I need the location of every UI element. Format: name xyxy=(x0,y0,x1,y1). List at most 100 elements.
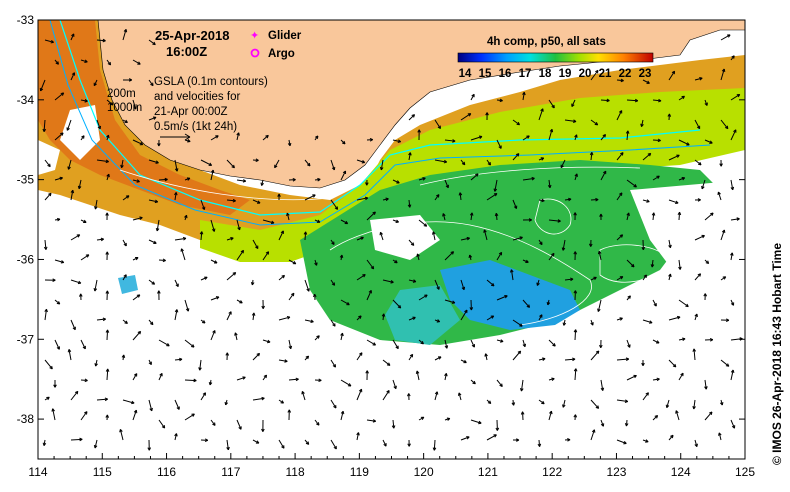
velocity-arrow-head xyxy=(725,318,730,323)
velocity-arrow-head xyxy=(136,179,140,183)
velocity-arrow-head xyxy=(102,317,106,322)
velocity-arrow xyxy=(470,339,475,348)
velocity-arrow xyxy=(486,193,498,201)
velocity-arrow-head xyxy=(412,279,417,283)
velocity-arrow-head xyxy=(174,168,179,172)
velocity-arrow-head xyxy=(677,315,681,320)
velocity-arrow xyxy=(392,379,397,389)
velocity-arrow-head xyxy=(284,359,288,363)
velocity-arrow-head xyxy=(409,353,414,358)
velocity-arrow xyxy=(54,132,64,141)
velocity-arrow xyxy=(382,359,391,366)
velocity-arrow xyxy=(67,159,72,170)
velocity-arrow xyxy=(262,339,271,343)
velocity-arrow-head xyxy=(287,409,292,413)
velocity-arrow-head xyxy=(618,110,623,114)
velocity-arrow xyxy=(236,250,244,261)
velocity-arrow-head xyxy=(240,249,244,254)
velocity-arrow-head xyxy=(94,206,98,210)
velocity-arrow-head xyxy=(93,288,98,292)
velocity-arrow xyxy=(590,429,595,441)
velocity-arrow xyxy=(652,175,660,181)
velocity-arrow xyxy=(408,354,414,361)
velocity-arrow xyxy=(626,375,637,381)
velocity-arrow-head xyxy=(643,274,647,278)
velocity-arrow-head xyxy=(624,399,629,403)
velocity-arrow-head xyxy=(724,125,729,130)
velocity-arrow xyxy=(408,152,411,161)
longitude-axis: 114 115 116 117 118 119 120 121 122 123 124 125 xyxy=(28,453,755,479)
velocity-arrow xyxy=(66,119,72,131)
velocity-arrow-head xyxy=(694,313,698,318)
velocity-arrow-head xyxy=(228,311,232,315)
velocity-arrow-head xyxy=(647,152,652,157)
lon-tick-label: 118 xyxy=(286,465,305,479)
velocity-arrow xyxy=(132,410,137,421)
velocity-arrow xyxy=(470,419,482,424)
velocity-arrow-head xyxy=(274,164,278,169)
velocity-arrow xyxy=(470,173,479,181)
velocity-arrow xyxy=(106,329,109,341)
velocity-arrow xyxy=(512,199,517,209)
velocity-arrow xyxy=(226,159,235,169)
map-time: 16:00Z xyxy=(166,44,207,59)
velocity-arrow-head xyxy=(475,173,479,177)
velocity-arrow-head xyxy=(698,161,702,166)
sst-teal-patch xyxy=(385,285,460,345)
velocity-arrow-head xyxy=(84,99,88,103)
velocity-arrow-head xyxy=(44,308,48,313)
velocity-arrow-head xyxy=(646,199,650,203)
velocity-arrow xyxy=(132,373,138,381)
velocity-arrow-head xyxy=(624,423,629,427)
velocity-arrow-head xyxy=(310,319,314,324)
velocity-arrow xyxy=(356,236,364,241)
velocity-arrow xyxy=(730,369,734,381)
velocity-arrow-head xyxy=(573,368,578,372)
velocity-arrow xyxy=(626,339,631,348)
map-date: 25-Apr-2018 xyxy=(155,28,229,43)
velocity-arrow-head xyxy=(730,186,735,191)
velocity-arrow xyxy=(234,332,238,341)
velocity-arrow-head xyxy=(42,442,47,446)
velocity-arrow-head xyxy=(620,78,624,83)
velocity-arrow-head xyxy=(250,281,255,286)
velocity-arrow xyxy=(174,237,187,241)
velocity-arrow-head xyxy=(123,242,127,247)
svg-text:21-Apr 00:00Z: 21-Apr 00:00Z xyxy=(154,106,228,118)
velocity-arrow xyxy=(460,237,470,241)
velocity-arrow-head xyxy=(105,368,110,372)
velocity-arrow-head xyxy=(528,218,532,222)
velocity-arrow xyxy=(340,379,352,387)
velocity-arrow xyxy=(330,439,337,450)
velocity-arrow-head xyxy=(703,293,708,297)
velocity-arrow-head xyxy=(541,400,545,405)
velocity-arrow xyxy=(356,197,368,201)
velocity-arrow xyxy=(416,370,420,381)
velocity-arrow xyxy=(626,259,635,268)
velocity-arrow xyxy=(184,299,189,312)
colorbar-tick-label: 16 xyxy=(499,68,512,80)
velocity-arrow xyxy=(730,218,740,221)
velocity-arrow xyxy=(730,419,735,429)
velocity-arrow xyxy=(200,276,208,281)
velocity-arrow-head xyxy=(56,217,61,222)
velocity-arrow-head xyxy=(499,98,503,103)
velocity-arrow-head xyxy=(692,348,697,352)
velocity-arrow xyxy=(274,159,280,168)
velocity-arrow-head xyxy=(730,252,734,256)
velocity-arrow-head xyxy=(653,303,657,307)
velocity-arrow xyxy=(668,359,677,368)
velocity-arrow-head xyxy=(396,180,400,184)
velocity-arrow xyxy=(548,99,555,109)
velocity-arrow-head xyxy=(471,93,475,98)
velocity-arrow xyxy=(694,159,702,166)
velocity-arrow xyxy=(600,170,607,181)
velocity-arrow-head xyxy=(47,163,51,168)
velocity-arrow-head xyxy=(692,405,696,410)
lon-tick-label: 114 xyxy=(28,465,47,479)
velocity-arrow-head xyxy=(119,429,123,433)
velocity-arrow-head xyxy=(261,396,265,401)
velocity-arrow-head xyxy=(314,262,318,266)
velocity-arrow-head xyxy=(232,272,237,276)
velocity-arrow-head xyxy=(137,330,142,335)
